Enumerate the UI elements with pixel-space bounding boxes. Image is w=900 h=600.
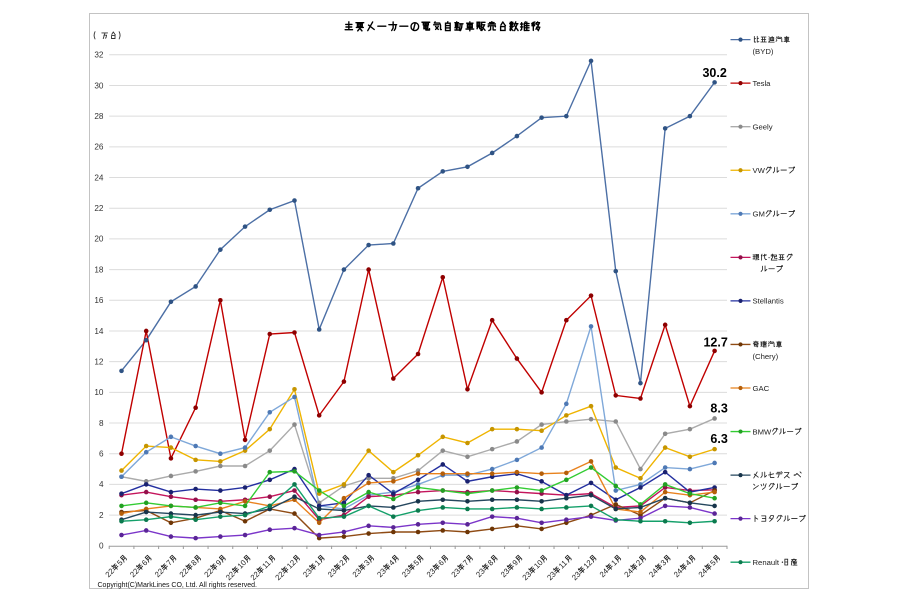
svg-text:Copyright(C)MarkLines CO, Ltd.: Copyright(C)MarkLines CO, Ltd. All right… xyxy=(98,582,258,589)
svg-text:4: 4 xyxy=(387,558,397,568)
svg-text:Tesla: Tesla xyxy=(753,79,772,88)
svg-text:30: 30 xyxy=(94,81,104,90)
svg-text:Renault: Renault xyxy=(753,558,780,567)
svg-text:1: 1 xyxy=(313,558,322,567)
svg-text:3: 3 xyxy=(659,558,668,567)
svg-text:12: 12 xyxy=(94,357,104,366)
svg-text:20: 20 xyxy=(94,235,104,244)
svg-text:7: 7 xyxy=(461,558,470,567)
svg-text:6: 6 xyxy=(140,558,149,567)
svg-text:2: 2 xyxy=(338,558,347,567)
svg-text:VW: VW xyxy=(753,166,766,175)
svg-text:3: 3 xyxy=(362,558,371,567)
svg-text:8: 8 xyxy=(189,558,198,567)
svg-text:12.7: 12.7 xyxy=(703,335,727,349)
svg-text:8: 8 xyxy=(486,558,495,567)
svg-text:Stellantis: Stellantis xyxy=(753,297,784,306)
svg-text:8: 8 xyxy=(99,419,104,428)
svg-text:7: 7 xyxy=(165,558,174,567)
svg-text:1: 1 xyxy=(609,558,618,567)
svg-text:26: 26 xyxy=(94,143,104,152)
svg-text:GM: GM xyxy=(753,210,765,219)
svg-text:BMW: BMW xyxy=(753,427,773,436)
svg-text:0: 0 xyxy=(99,542,104,551)
svg-text:5: 5 xyxy=(412,558,422,568)
svg-text:22: 22 xyxy=(94,204,104,213)
svg-text:5: 5 xyxy=(708,558,718,568)
svg-text:2: 2 xyxy=(99,511,104,520)
svg-text:6: 6 xyxy=(436,558,445,567)
svg-text:18: 18 xyxy=(94,265,104,274)
svg-text:10: 10 xyxy=(94,388,104,397)
svg-text:14: 14 xyxy=(94,327,104,336)
svg-text:(BYD): (BYD) xyxy=(753,47,774,56)
svg-text:5: 5 xyxy=(115,558,125,568)
svg-text:GAC: GAC xyxy=(753,384,770,393)
svg-text:4: 4 xyxy=(99,480,104,489)
svg-text:28: 28 xyxy=(94,112,104,121)
svg-text:6: 6 xyxy=(99,450,104,459)
svg-text:6.3: 6.3 xyxy=(710,432,727,446)
svg-text:24: 24 xyxy=(94,173,104,182)
svg-text:(Chery): (Chery) xyxy=(753,352,779,361)
svg-text:8.3: 8.3 xyxy=(710,401,727,415)
svg-text:4: 4 xyxy=(684,558,694,568)
svg-text:32: 32 xyxy=(94,51,104,60)
svg-text:2: 2 xyxy=(634,558,643,567)
svg-text:30.2: 30.2 xyxy=(702,66,726,80)
svg-text:-: - xyxy=(768,253,771,262)
svg-text:9: 9 xyxy=(511,558,520,567)
svg-text:9: 9 xyxy=(214,558,223,567)
svg-text:Geely: Geely xyxy=(753,123,773,132)
svg-text:16: 16 xyxy=(94,296,104,305)
